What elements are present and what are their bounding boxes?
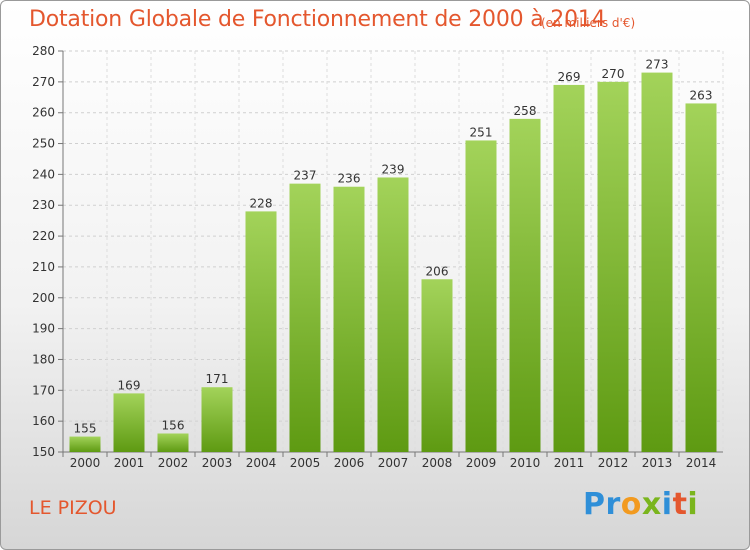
bars [69,72,717,452]
y-tick-label: 250 [32,137,55,151]
bar [421,279,453,452]
y-tick-label: 260 [32,106,55,120]
axes: 150 160 170 180 190 200 210 220 230 240 250 260 270 2… [32,44,723,470]
logo-letter: t [672,487,688,522]
x-tick-label: 2005 [290,456,321,470]
data-label: 228 [250,196,273,210]
data-label: 258 [514,104,537,118]
logo-letter: i [687,487,699,522]
x-tick-label: 2004 [246,456,277,470]
data-label: 237 [294,169,317,183]
y-tick-label: 270 [32,75,55,89]
bar [553,84,585,452]
data-label: 169 [118,378,141,392]
data-label: 263 [690,88,713,102]
x-tick-label: 2000 [70,456,101,470]
data-label: 273 [646,58,669,72]
bar [641,72,673,452]
data-label: 251 [470,125,493,139]
logo-letter: P [583,487,606,522]
commune-name: LE PIZOU [29,497,117,519]
bar [289,183,321,452]
x-tick-label: 2014 [686,456,717,470]
proxiti-logo: Proxiti [583,487,698,522]
data-label: 171 [206,372,229,386]
y-tick-label: 210 [32,260,55,274]
x-tick-label: 2013 [642,456,673,470]
bar [113,393,145,452]
data-label: 269 [558,70,581,84]
y-tick-label: 190 [32,322,55,336]
logo-letter: i [661,487,673,522]
x-tick-label: 2007 [378,456,409,470]
bar [201,387,233,452]
data-label: 156 [162,418,185,432]
bar [157,433,189,452]
data-label: 155 [74,422,97,436]
data-label: 236 [338,172,361,186]
y-tick-label: 230 [32,198,55,212]
y-tick-label: 160 [32,414,55,428]
bar [377,177,409,452]
bar [333,186,365,452]
x-tick-label: 2010 [510,456,541,470]
y-tick-label: 220 [32,229,55,243]
chart-subtitle: (en milliers d'€) [541,16,636,30]
bar [597,81,629,452]
data-label: 206 [426,264,449,278]
y-tick-label: 150 [32,445,55,459]
y-tick-label: 280 [32,44,55,58]
logo-letter: x [641,487,662,522]
bar [509,118,541,452]
y-tick-label: 170 [32,383,55,397]
bar [245,211,277,452]
x-tick-label: 2008 [422,456,453,470]
chart-title: Dotation Globale de Fonctionnement de 20… [29,7,606,32]
logo-letter: o [620,487,642,522]
data-labels: 155 169 156 171 228 237 236 239 206 251 258 269 270 2… [74,58,713,436]
data-label: 270 [602,67,625,81]
x-tick-label: 2009 [466,456,497,470]
y-tick-label: 180 [32,352,55,366]
x-tick-label: 2003 [202,456,233,470]
bar [69,436,101,452]
x-tick-label: 2006 [334,456,365,470]
x-tick-label: 2001 [114,456,145,470]
x-tick-label: 2011 [554,456,585,470]
bar [685,103,717,452]
x-tick-label: 2012 [598,456,629,470]
y-tick-label: 200 [32,291,55,305]
logo-letter: r [605,487,621,522]
bar [465,140,497,452]
data-label: 239 [382,162,405,176]
y-tick-label: 240 [32,167,55,181]
x-tick-label: 2002 [158,456,189,470]
